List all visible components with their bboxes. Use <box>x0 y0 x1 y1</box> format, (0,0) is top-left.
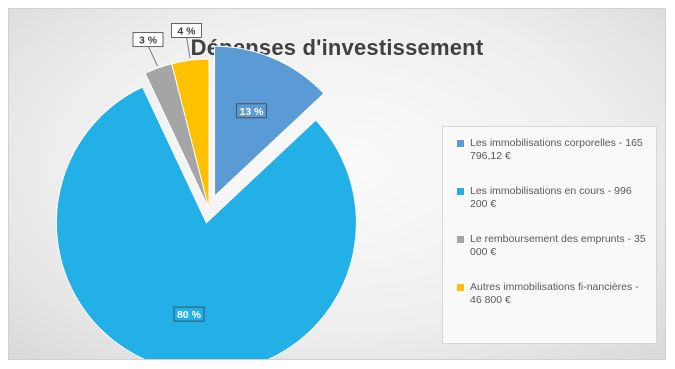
legend-swatch-1 <box>457 188 464 195</box>
pie-slice-1 <box>55 86 357 359</box>
data-label-3: 4 % <box>177 25 196 37</box>
data-label-0: 13 % <box>240 106 265 118</box>
data-label-box-2 <box>132 32 164 48</box>
legend-item-0: Les immobilisations corporelles - 165 79… <box>457 137 648 163</box>
legend-swatch-2 <box>457 236 464 243</box>
legend-swatch-0 <box>457 140 464 147</box>
legend-swatch-3 <box>457 284 464 291</box>
data-label-leader-3 <box>185 36 191 59</box>
pie-slice-3 <box>171 58 210 210</box>
data-label-1: 80 % <box>177 309 202 321</box>
legend-label-0: Les immobilisations corporelles - 165 79… <box>470 137 643 162</box>
legend-label-2: Le remboursement des emprunts - 35 000 € <box>470 233 646 258</box>
legend-item-2: Le remboursement des emprunts - 35 000 € <box>457 233 648 259</box>
data-label-leader-2 <box>147 45 158 67</box>
data-label-box-3 <box>171 23 202 38</box>
legend-item-3: Autres immobilisations fi-nancières - 46… <box>457 281 648 307</box>
data-label-box-0 <box>236 103 267 119</box>
data-label-2: 3 % <box>139 35 158 47</box>
legend: Les immobilisations corporelles - 165 79… <box>442 126 657 344</box>
legend-label-3: Autres immobilisations fi-nancières - 46… <box>470 281 639 306</box>
pie-slice-0 <box>214 45 325 198</box>
legend-label-1: Les immobilisations en cours - 996 200 € <box>470 185 632 210</box>
pie-chart: 13 % 80 % 3 % 4 % <box>55 23 357 359</box>
legend-item-1: Les immobilisations en cours - 996 200 € <box>457 185 648 211</box>
chart-area: Dépenses d'investissement 13 % 80 % 3 % 4 %… <box>8 8 666 360</box>
data-label-box-1 <box>173 306 205 322</box>
